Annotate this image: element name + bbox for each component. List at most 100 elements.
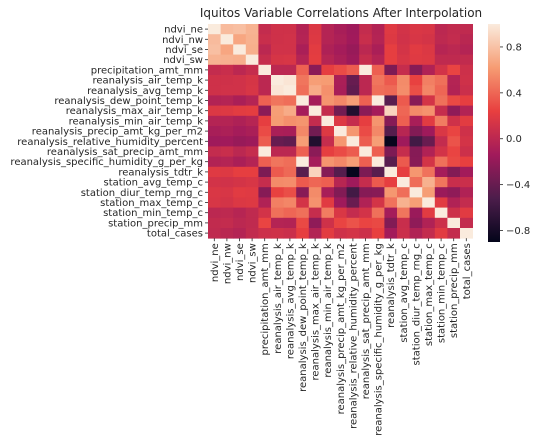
heatmap-cell — [220, 146, 234, 157]
heatmap-cells — [208, 24, 473, 239]
heatmap-cell — [434, 85, 448, 96]
heatmap-cell — [334, 34, 347, 45]
heatmap-cell — [434, 64, 448, 76]
heatmap-cell — [397, 126, 410, 137]
heatmap-cell — [460, 24, 473, 35]
heatmap-cell — [447, 217, 461, 229]
heatmap-cell — [397, 95, 410, 106]
heatmap-cell — [397, 187, 410, 198]
heatmap-cell — [359, 115, 373, 127]
heatmap-cell — [371, 126, 385, 137]
heatmap-cell — [308, 95, 322, 106]
y-tick-label: total_cases — [147, 229, 203, 240]
heatmap-cell — [359, 136, 373, 147]
heatmap-cell — [245, 146, 259, 157]
heatmap-cell — [308, 54, 322, 66]
y-tick-label: reanalysis_tdtr_k — [118, 167, 203, 178]
x-tick-label: ndvi_se — [235, 243, 246, 281]
colorbar-tick-label: 0.8 — [506, 42, 522, 53]
heatmap-cell — [334, 75, 347, 86]
heatmap-cell — [371, 177, 385, 188]
heatmap-cell — [208, 136, 221, 147]
heatmap-cell — [447, 177, 461, 188]
heatmap-cell — [346, 85, 360, 96]
heatmap-cell — [359, 95, 373, 106]
heatmap-cell — [447, 44, 461, 55]
heatmap-cell — [296, 146, 310, 157]
heatmap-cell — [271, 105, 284, 117]
heatmap-cell — [258, 64, 272, 76]
heatmap-cell — [233, 136, 247, 147]
heatmap-cell — [258, 156, 272, 168]
heatmap-cell — [208, 34, 221, 45]
heatmap-cell — [422, 34, 436, 45]
heatmap-cell — [334, 24, 347, 35]
heatmap-cell — [409, 54, 423, 66]
heatmap-cell — [296, 44, 310, 55]
heatmap-cell — [283, 228, 297, 239]
heatmap-cell — [434, 95, 448, 106]
heatmap-cell — [409, 217, 423, 229]
heatmap-cell — [460, 34, 473, 45]
heatmap-cell — [334, 105, 347, 117]
heatmap-cell — [296, 95, 310, 106]
heatmap-cell — [397, 75, 410, 86]
heatmap-cell — [258, 197, 272, 208]
heatmap-cell — [271, 44, 284, 55]
heatmap-cell — [258, 105, 272, 117]
y-tick-label: station_diur_temp_rng_c — [81, 188, 203, 199]
heatmap-cell — [245, 105, 259, 117]
heatmap-cell — [271, 24, 284, 35]
y-tick-label: ndvi_ne — [164, 25, 203, 36]
heatmap-cell — [460, 136, 473, 147]
heatmap-cell — [233, 85, 247, 96]
heatmap-cell — [434, 228, 448, 239]
y-tick-label: station_avg_temp_c — [104, 178, 203, 189]
heatmap-cell — [371, 146, 385, 157]
heatmap-cell — [245, 85, 259, 96]
heatmap-cell — [422, 217, 436, 229]
heatmap-cell — [321, 156, 335, 168]
heatmap-cell — [296, 105, 310, 117]
heatmap-cell — [245, 228, 259, 239]
heatmap-cell — [334, 228, 347, 239]
heatmap-cell — [271, 197, 284, 208]
heatmap-cell — [308, 156, 322, 168]
x-tick-label: reanalysis_dew_point_temp_k — [298, 243, 309, 392]
heatmap-cell — [409, 44, 423, 55]
heatmap-cell — [334, 136, 347, 147]
heatmap-cell — [447, 75, 461, 86]
heatmap-cell — [233, 177, 247, 188]
heatmap-cell — [321, 95, 335, 106]
heatmap-cell — [208, 166, 221, 178]
x-tick-label: reanalysis_max_air_temp_k — [311, 243, 322, 380]
heatmap-cell — [271, 34, 284, 45]
heatmap-cell — [359, 24, 373, 35]
heatmap-cell — [384, 115, 398, 127]
heatmap-cell — [283, 187, 297, 198]
heatmap-cell — [460, 197, 473, 208]
heatmap-cell — [359, 217, 373, 229]
heatmap-cell — [208, 64, 221, 76]
heatmap-cell — [460, 85, 473, 96]
heatmap-cell — [397, 177, 410, 188]
heatmap-cell — [283, 85, 297, 96]
heatmap-cell — [346, 64, 360, 76]
heatmap-cell — [359, 64, 373, 76]
heatmap-cell — [321, 126, 335, 137]
heatmap-cell — [208, 187, 221, 198]
heatmap-cell — [245, 217, 259, 229]
y-tick-label: reanalysis_precip_amt_kg_per_m2 — [32, 127, 203, 138]
heatmap-cell — [258, 24, 272, 35]
heatmap-cell — [208, 217, 221, 229]
heatmap-cell — [283, 44, 297, 55]
colorbar-tick-label: −0.8 — [506, 226, 530, 237]
heatmap-cell — [220, 75, 234, 86]
y-tick-label: station_precip_mm — [108, 218, 203, 229]
heatmap-cell — [460, 75, 473, 86]
heatmap-cell — [447, 24, 461, 35]
heatmap-cell — [359, 228, 373, 239]
heatmap-cell — [283, 156, 297, 168]
heatmap-cell — [245, 115, 259, 127]
heatmap-cell — [296, 187, 310, 198]
